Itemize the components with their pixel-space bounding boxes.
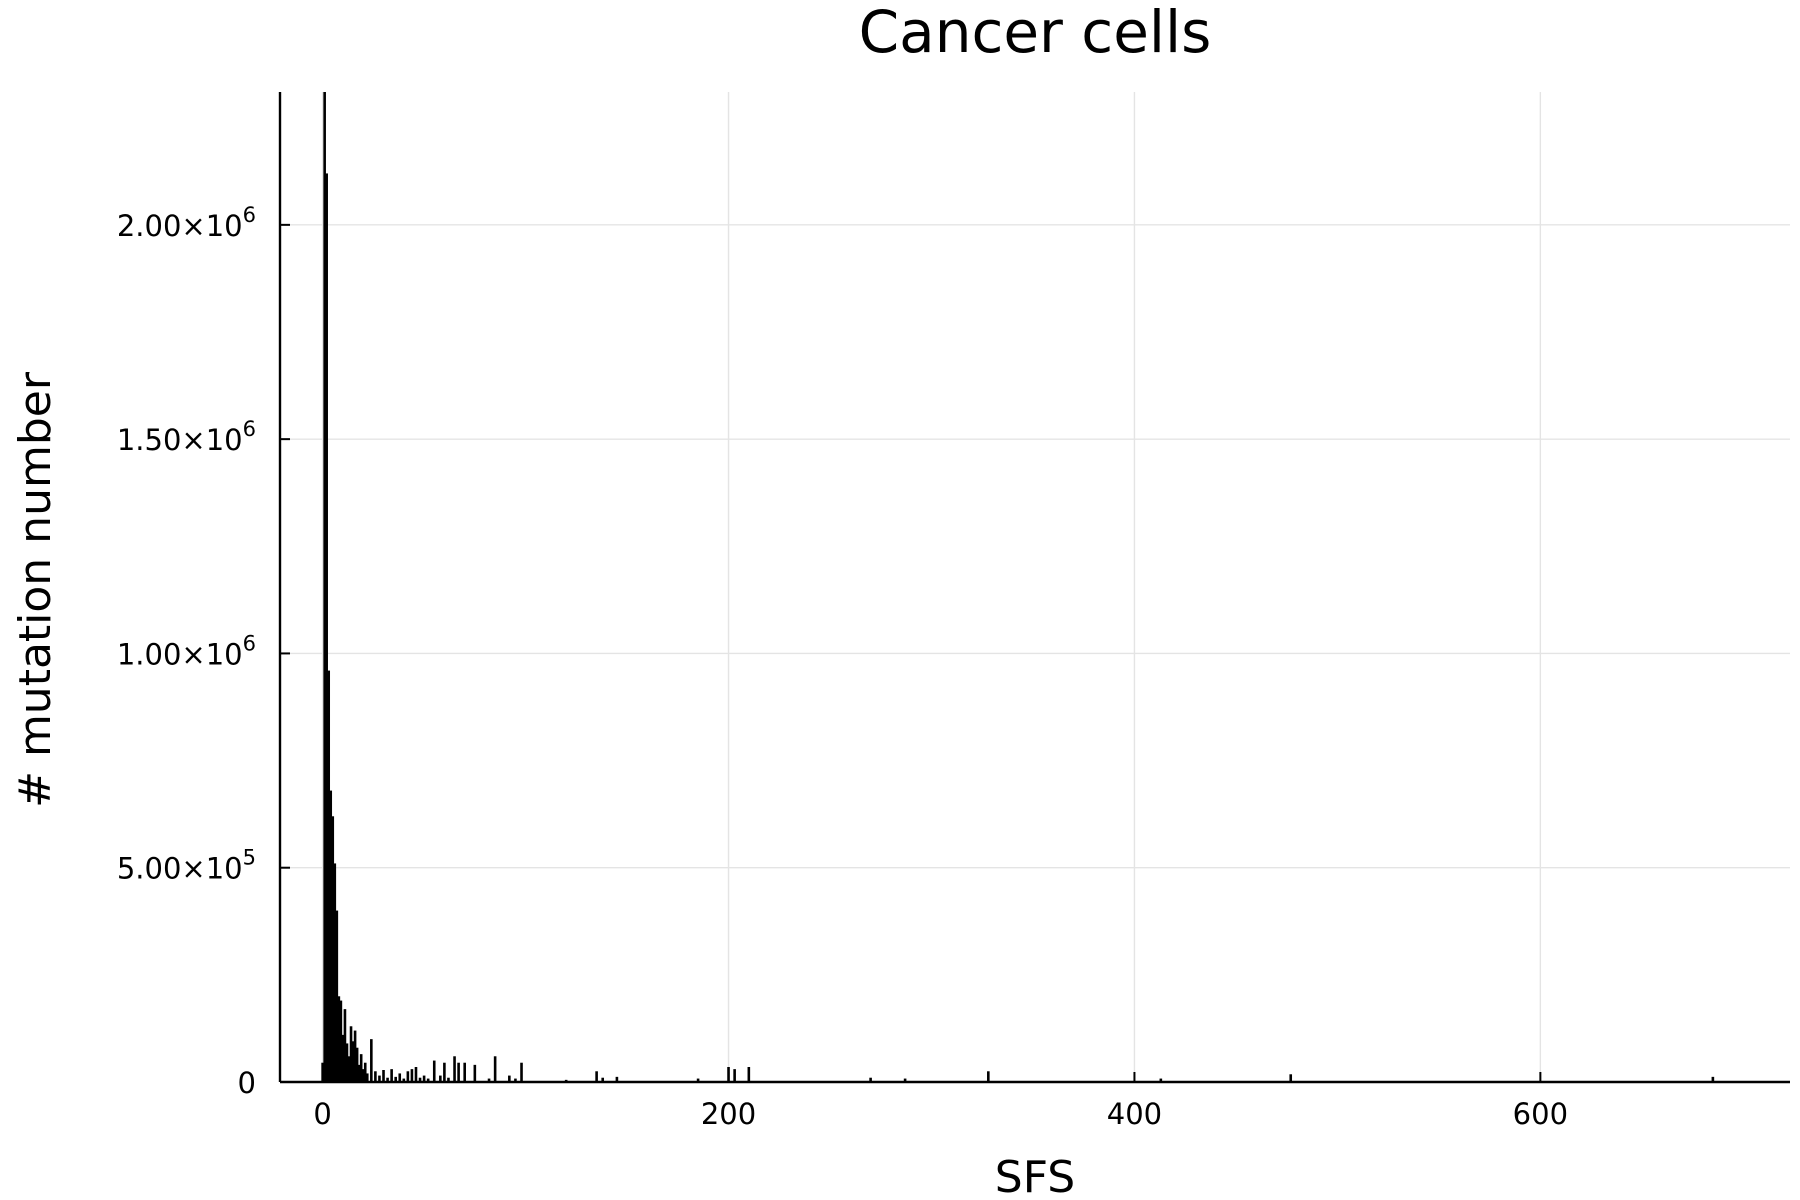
histogram-bar <box>508 1075 511 1082</box>
x-ticks: 0 200 400 600 <box>313 1072 1568 1131</box>
histogram-bar <box>514 1078 517 1082</box>
y-tick-label: 2.00×106 <box>117 203 256 243</box>
histogram-bar <box>696 1078 700 1082</box>
histogram-bar <box>520 1062 523 1082</box>
grid-lines <box>280 92 1790 1082</box>
histogram-bar <box>357 1064 361 1082</box>
histogram-bar <box>457 1062 460 1082</box>
histogram-bar <box>1289 1074 1293 1082</box>
histogram-bar <box>361 1069 365 1082</box>
histogram-bar <box>601 1077 605 1082</box>
histogram-bar <box>426 1078 430 1082</box>
histogram-bar <box>473 1064 477 1082</box>
histogram-bar <box>339 1000 343 1082</box>
histogram-bar <box>331 816 335 1082</box>
histogram-bar <box>323 92 326 1082</box>
histogram-bar <box>353 1030 357 1082</box>
histogram-bar <box>355 1047 359 1082</box>
histogram-bar <box>422 1075 426 1082</box>
histogram-bar <box>402 1078 406 1082</box>
histogram-bar <box>1159 1078 1163 1082</box>
x-tick-label: 400 <box>1107 1097 1162 1131</box>
histogram-bar <box>329 790 333 1082</box>
histogram-bar <box>733 1069 736 1082</box>
histogram-bar <box>337 996 341 1082</box>
x-axis-label: SFS <box>995 1152 1075 1200</box>
histogram-bar <box>351 1041 355 1082</box>
histogram-bar <box>335 910 339 1082</box>
histogram-bar <box>903 1078 907 1082</box>
y-tick-mantissa: 5.00×10 <box>117 852 243 886</box>
histogram-bar <box>418 1077 422 1082</box>
histogram-bar <box>987 1071 990 1082</box>
y-tick-mantissa: 1.00×10 <box>117 637 243 671</box>
histogram-bar <box>341 1034 345 1082</box>
y-tick-exponent: 6 <box>243 417 256 441</box>
histogram-bar <box>345 1043 349 1082</box>
histogram-bar <box>374 1071 377 1082</box>
histogram-bar <box>349 1026 353 1082</box>
y-tick-mantissa: 1.50×10 <box>117 423 243 457</box>
histogram-bar <box>410 1069 414 1082</box>
y-tick-exponent: 6 <box>243 203 256 227</box>
y-tick-label: 1.50×106 <box>117 417 256 457</box>
histogram-bar <box>378 1075 381 1082</box>
histogram-bar <box>447 1077 450 1082</box>
x-tick-label: 600 <box>1513 1097 1568 1131</box>
y-tick-exponent: 5 <box>243 846 256 870</box>
histogram-bar <box>439 1075 442 1082</box>
y-tick-exponent: 6 <box>243 631 256 655</box>
histogram-bar <box>370 1039 373 1082</box>
bar-series <box>321 92 1715 1082</box>
histogram-bar <box>406 1071 410 1082</box>
chart-title: Cancer cells <box>859 0 1212 66</box>
histogram-bar <box>363 1062 367 1082</box>
histogram-bar <box>365 1073 369 1082</box>
histogram-bar <box>347 1056 351 1082</box>
y-tick-mantissa: 2.00×10 <box>117 209 243 243</box>
y-tick-mantissa: 0 <box>238 1066 256 1100</box>
histogram-bar <box>432 1060 436 1082</box>
histogram-bar <box>343 1009 347 1082</box>
histogram-bar <box>747 1067 751 1082</box>
histogram-bar <box>443 1062 446 1082</box>
histogram-bar <box>487 1078 491 1082</box>
histogram-bar <box>615 1076 619 1082</box>
axes <box>278 92 1790 1084</box>
x-tick-label: 0 <box>313 1097 331 1131</box>
histogram-bar <box>359 1054 363 1082</box>
y-tick-label: 0 <box>238 1066 256 1100</box>
y-axis-label: # mutation number <box>10 371 61 808</box>
x-tick-label: 200 <box>701 1097 756 1131</box>
histogram-bar <box>1711 1076 1715 1082</box>
histogram-bar <box>463 1062 466 1082</box>
y-tick-label: 1.00×106 <box>117 631 256 671</box>
histogram-bar <box>325 173 328 1082</box>
histogram-bar <box>382 1070 385 1082</box>
histogram-bar <box>333 863 337 1082</box>
histogram-bar <box>386 1077 389 1082</box>
histogram-bar <box>394 1076 397 1082</box>
histogram-bar <box>493 1056 497 1082</box>
histogram-bar <box>414 1067 418 1082</box>
histogram-bar <box>453 1056 456 1082</box>
y-tick-label: 5.00×105 <box>117 846 256 886</box>
histogram-bar <box>390 1069 393 1082</box>
histogram-bar <box>327 670 331 1082</box>
histogram-bar <box>595 1071 598 1082</box>
histogram-bar <box>398 1073 402 1082</box>
histogram-bar <box>869 1077 872 1082</box>
